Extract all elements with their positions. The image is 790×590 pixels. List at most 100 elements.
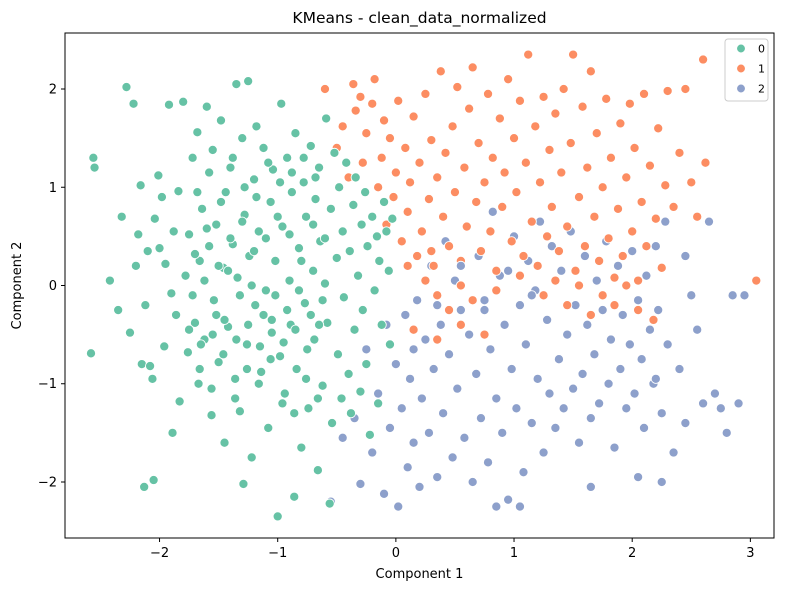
point-cluster-1 [367, 98, 378, 109]
point-cluster-1 [582, 162, 593, 173]
point-cluster-1 [573, 192, 585, 203]
point-cluster-1 [633, 275, 644, 286]
point-cluster-0 [309, 334, 320, 345]
point-cluster-2 [455, 260, 466, 271]
point-cluster-0 [256, 366, 267, 378]
point-cluster-0 [277, 221, 288, 232]
point-cluster-0 [301, 373, 312, 384]
point-cluster-0 [312, 465, 323, 476]
point-cluster-1 [579, 241, 590, 252]
point-cluster-2 [485, 344, 496, 355]
point-cluster-1 [597, 182, 608, 193]
point-cluster-1 [641, 241, 652, 252]
point-cluster-0 [348, 199, 359, 210]
point-cluster-0 [184, 324, 195, 335]
point-cluster-2 [412, 295, 423, 306]
point-cluster-0 [182, 347, 193, 358]
point-cluster-0 [289, 491, 300, 502]
x-tick-label: −2 [150, 546, 169, 561]
point-cluster-0 [211, 219, 222, 230]
point-cluster-0 [263, 422, 274, 434]
point-cluster-1 [506, 236, 517, 247]
point-cluster-2 [577, 368, 588, 379]
point-cluster-0 [355, 386, 366, 397]
axis-ticks: −2 −1 0 1 2 3 −2 −1 0 1 2 [38, 83, 755, 561]
point-cluster-1 [542, 231, 553, 242]
point-cluster-1 [378, 115, 390, 126]
point-cluster-0 [387, 213, 398, 224]
point-cluster-0 [121, 81, 132, 93]
point-cluster-1 [568, 49, 579, 60]
point-cluster-0 [286, 167, 297, 178]
point-cluster-1 [361, 128, 372, 139]
point-cluster-1 [400, 142, 411, 153]
point-cluster-0 [88, 152, 99, 163]
point-cluster-1 [438, 211, 449, 222]
point-cluster-2 [621, 403, 632, 414]
point-cluster-2 [668, 447, 679, 458]
point-cluster-1 [605, 152, 616, 163]
point-cluster-0 [241, 339, 253, 350]
point-cluster-0 [213, 357, 224, 368]
point-cluster-1 [558, 83, 569, 95]
point-cluster-1 [627, 226, 638, 237]
point-cluster-0 [374, 255, 385, 266]
legend-label-2: 2 [758, 83, 765, 96]
x-tick-label: 1 [510, 546, 518, 561]
point-cluster-2 [591, 275, 602, 286]
point-cluster-2 [479, 305, 490, 316]
point-cluster-0 [317, 380, 328, 391]
point-cluster-0 [336, 393, 347, 404]
point-cluster-1 [633, 305, 644, 316]
point-cluster-2 [355, 478, 366, 490]
legend-marker-2 [736, 83, 746, 94]
point-cluster-1 [692, 211, 703, 222]
point-cluster-0 [213, 260, 224, 271]
point-cluster-0 [279, 388, 290, 399]
point-cluster-2 [638, 422, 650, 434]
point-cluster-0 [282, 305, 293, 316]
y-tick-label: 1 [49, 181, 57, 196]
point-cluster-2 [435, 319, 446, 330]
point-cluster-0 [231, 334, 242, 345]
point-cluster-0 [189, 317, 201, 328]
point-cluster-1 [373, 182, 384, 193]
point-cluster-0 [367, 211, 378, 222]
point-cluster-1 [648, 314, 659, 325]
point-cluster-0 [299, 298, 310, 309]
point-cluster-2 [423, 427, 435, 438]
point-cluster-2 [653, 305, 664, 316]
point-cluster-1 [609, 300, 620, 311]
point-cluster-1 [449, 187, 461, 198]
point-cluster-2 [674, 363, 685, 375]
point-cluster-1 [482, 88, 494, 99]
point-cluster-1 [499, 167, 510, 178]
point-cluster-2 [582, 319, 593, 330]
point-cluster-0 [345, 408, 357, 419]
point-cluster-2 [428, 363, 439, 375]
point-cluster-1 [589, 211, 600, 222]
point-cluster-1 [388, 192, 399, 203]
point-cluster-1 [638, 88, 650, 99]
point-cluster-1 [369, 74, 380, 85]
point-cluster-0 [166, 288, 177, 299]
point-cluster-2 [459, 432, 470, 443]
x-tick-label: 2 [628, 546, 636, 561]
point-cluster-0 [163, 99, 175, 110]
point-cluster-2 [585, 481, 596, 492]
point-cluster-2 [629, 388, 640, 399]
point-cluster-0 [184, 229, 195, 240]
point-cluster-2 [506, 363, 517, 375]
point-cluster-2 [464, 329, 475, 340]
point-cluster-0 [187, 290, 198, 301]
point-cluster-1 [390, 167, 401, 178]
point-cluster-0 [246, 280, 257, 291]
point-cluster-0 [207, 329, 218, 340]
point-cluster-2 [633, 472, 644, 483]
point-cluster-0 [167, 427, 178, 438]
point-cluster-2 [680, 417, 691, 429]
point-cluster-1 [479, 177, 490, 188]
point-cluster-1 [668, 201, 679, 212]
point-cluster-1 [514, 270, 525, 281]
point-cluster-0 [289, 408, 300, 419]
